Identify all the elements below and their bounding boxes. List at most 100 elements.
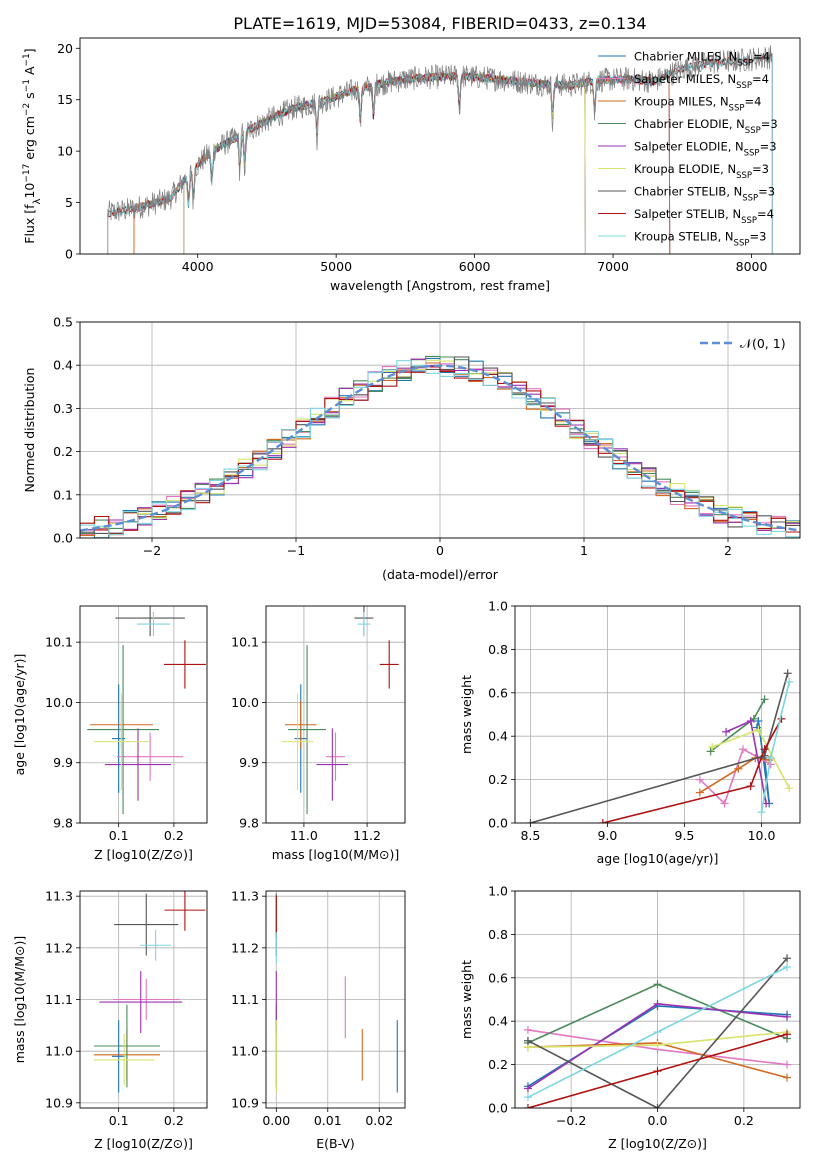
x-axis-label: Z [log10(Z/Z⊙)] <box>94 1136 193 1151</box>
x-tick-label: 8000 <box>736 259 768 274</box>
legend-text: =4 <box>757 207 774 221</box>
x-tick-label: 5000 <box>320 259 352 274</box>
legend-text: Chabrier MILES, N <box>634 50 737 64</box>
y-tick-label: 0.0 <box>488 1101 508 1116</box>
y-tick-label: 0.4 <box>53 358 73 373</box>
errorbar-kroupa_miles <box>284 700 317 749</box>
marker-salpeter_miles <box>523 1025 532 1034</box>
y-tick-label: 15 <box>57 92 73 107</box>
legend-text: Kroupa MILES, N <box>634 95 729 109</box>
y-tick-label: 0 <box>65 247 73 262</box>
marker-kroupa_stelib <box>523 1093 532 1102</box>
y-tick-label: 11.3 <box>45 889 73 904</box>
errorbar-salpeter_stelib <box>379 640 399 689</box>
legend-text: Salpeter STELIB, N <box>634 207 741 221</box>
legend-entry: 𝒩(0, 1) <box>740 336 786 351</box>
legend-sub: SSP <box>742 194 758 204</box>
x-axis-label: (data-model)/error <box>382 567 499 582</box>
chart-age_vs_mass: 11.0 11.2 9.8 9.9 10.0 10.1 mass [log10(M/M⊙)] <box>231 605 406 862</box>
legend-entry: Chabrier MILES, NSSP=4 <box>634 50 770 69</box>
y-tick-label: 0.4 <box>488 729 508 744</box>
y-tick-label: 10.0 <box>231 695 259 710</box>
y-label-part: λ <box>32 198 43 204</box>
marker-chabrier_elodie <box>706 747 715 756</box>
x-axis-label: E(B-V) <box>316 1136 355 1151</box>
histogram-chabrier_elodie <box>80 355 800 535</box>
histogram-salpeter_stelib <box>80 366 800 535</box>
y-tick-label: 11.2 <box>231 940 259 955</box>
y-tick-label: 10.9 <box>231 1095 259 1110</box>
marker-salpeter_stelib <box>523 1104 532 1108</box>
y-label-part: −2 <box>22 103 32 116</box>
errorbar-salpeter_elodie <box>99 971 183 1034</box>
chart-residuals: −2 −1 0 1 2 0.0 0.1 0.2 0.3 0.4 0.5 (data-model)/er… <box>22 315 801 582</box>
series-line-kroupa_miles <box>699 757 770 794</box>
legend-sub: SSP <box>745 126 761 136</box>
y-axis-label: mass weight <box>459 960 474 1039</box>
y-tick-label: 0.2 <box>53 444 73 459</box>
errorbar-salpeter_stelib <box>164 891 206 931</box>
y-tick-label: 9.9 <box>239 755 259 770</box>
marker-kroupa_elodie <box>754 725 763 734</box>
x-tick-label: 2 <box>724 543 732 558</box>
y-tick-label: 1.0 <box>488 884 508 899</box>
model-line-salpeter_stelib <box>107 52 773 254</box>
marker-salpeter_stelib <box>653 1067 662 1076</box>
y-tick-label: 0.2 <box>488 1057 508 1072</box>
marker-salpeter_stelib <box>783 1030 792 1039</box>
legend-text: =3 <box>749 230 766 244</box>
plot-frame <box>514 890 801 1109</box>
histogram-kroupa_stelib <box>80 360 800 538</box>
y-tick-label: 10 <box>57 144 73 159</box>
y-label-part: erg cm <box>22 116 37 164</box>
x-tick-label: 11.2 <box>353 828 381 843</box>
model-line-salpeter_miles <box>133 72 671 254</box>
x-tick-label: 0.00 <box>262 1113 290 1128</box>
marker-salpeter_miles <box>739 745 747 754</box>
y-tick-label: 11.0 <box>231 1044 259 1059</box>
marker-salpeter_elodie <box>722 727 731 736</box>
marker-chabrier_stelib <box>783 669 792 678</box>
errorbar-salpeter_elodie <box>316 728 349 801</box>
marker-chabrier_miles <box>754 717 763 726</box>
y-tick-label: 5 <box>65 195 73 210</box>
errorbar-chabrier_elodie <box>87 645 159 814</box>
legend-sub: SSP <box>736 81 752 91</box>
y-tick-label: 9.9 <box>53 755 73 770</box>
plot-area <box>526 669 794 823</box>
errorbar-chabrier_stelib <box>115 606 185 637</box>
x-axis-label: Z [log10(Z/Z⊙)] <box>608 1136 707 1151</box>
y-axis-label: Flux [fλ10−17 erg cm−2 s−1 A−1] <box>22 48 43 243</box>
chart-mass_vs_Z: 0.1 0.2 10.9 11.0 11.1 11.2 11.3 Z [log10(Z/Z⊙)… <box>12 889 208 1151</box>
legend-entry: Kroupa MILES, NSSP=4 <box>634 95 761 114</box>
marker-kroupa_elodie <box>708 743 717 752</box>
errorbar-salpeter_stelib <box>163 640 206 689</box>
plot-area <box>93 891 206 1093</box>
y-label-part: 10 <box>22 183 37 199</box>
y-tick-label: 0.5 <box>53 315 73 330</box>
y-label-part: s <box>22 92 37 103</box>
legend-sub: SSP <box>737 59 753 69</box>
y-tick-label: 0.6 <box>488 685 508 700</box>
x-tick-label: 0.2 <box>164 828 184 843</box>
chart-age_vs_Z: 0.1 0.2 9.8 9.9 10.0 10.1 Z [log10(Z/Z⊙)] age [… <box>12 605 208 862</box>
legend-entry: Salpeter MILES, NSSP=4 <box>634 72 769 91</box>
x-axis-label: Z [log10(Z/Z⊙)] <box>94 847 193 862</box>
legend-text: =4 <box>752 72 769 86</box>
y-tick-label: 9.8 <box>53 816 73 831</box>
marker-salpeter_stelib <box>598 819 607 823</box>
x-tick-label: 10.0 <box>748 828 776 843</box>
plot-area <box>275 893 398 1093</box>
errorbar-salpeter_miles <box>326 732 345 781</box>
y-label-part: A <box>22 66 37 79</box>
legend-text: Chabrier STELIB, N <box>634 185 742 199</box>
figure-title: PLATE=1619, MJD=53084, FIBERID=0433, z=0… <box>233 14 646 33</box>
y-label-part: ] <box>22 48 37 53</box>
plot-area <box>80 355 800 538</box>
chart-weight_vs_age: 8.5 9.0 9.5 10.0 0.0 0.2 0.4 0.6 0.8 1.0 age [log1… <box>459 599 801 866</box>
legend-entry: Kroupa ELODIE, NSSP=3 <box>634 162 769 181</box>
plot-frame <box>79 890 208 1109</box>
plot-frame <box>79 321 801 539</box>
legend-entry: Chabrier ELODIE, NSSP=3 <box>634 117 778 136</box>
y-axis-label: mass [log10(M/M⊙)] <box>12 936 27 1064</box>
